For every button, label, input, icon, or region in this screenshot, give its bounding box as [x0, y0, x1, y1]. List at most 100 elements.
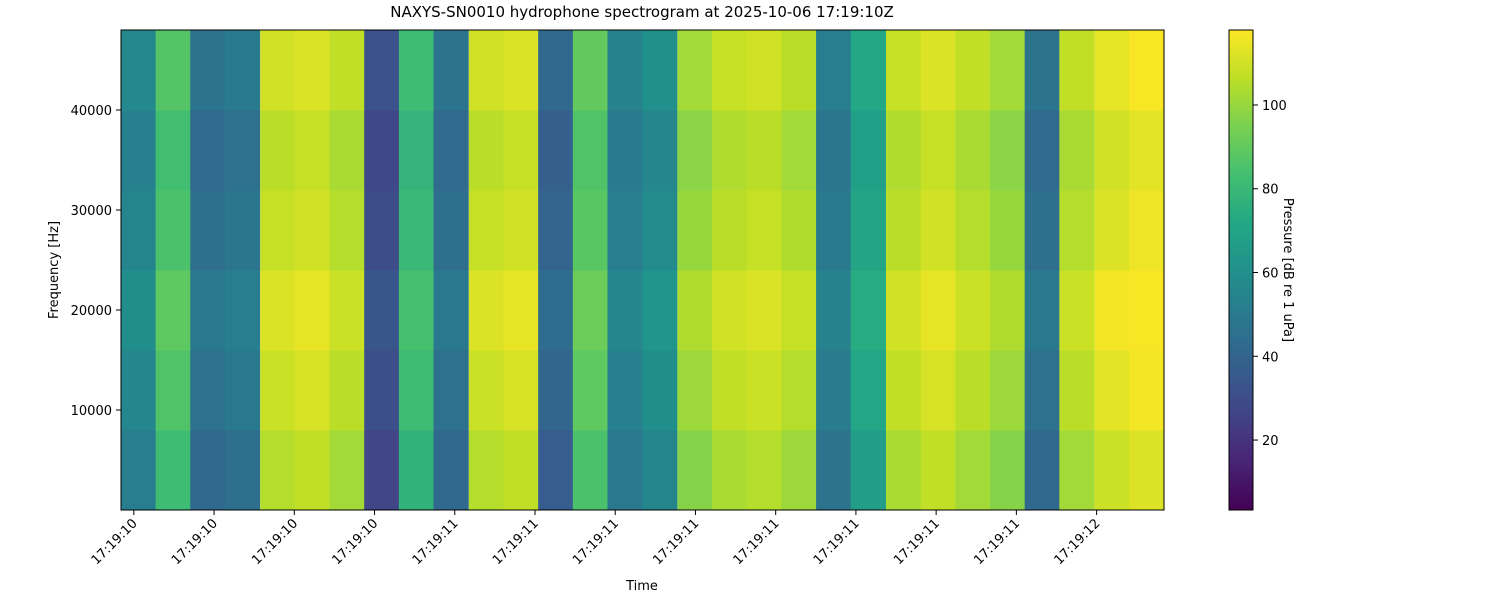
heatmap-cell	[990, 430, 1026, 511]
heatmap-cell	[260, 110, 296, 191]
x-tick-label: 17:19:11	[410, 516, 462, 568]
heatmap-cell	[364, 350, 400, 431]
heatmap-cell	[816, 430, 852, 511]
heatmap-cell	[607, 190, 643, 271]
heatmap-cell	[572, 430, 609, 511]
heatmap-cell	[224, 190, 261, 271]
y-axis-label: Frequency [Hz]	[47, 221, 62, 319]
y-tick-label: 40000	[71, 104, 112, 119]
heatmap-cell	[155, 270, 191, 351]
heatmap-cell	[572, 30, 609, 111]
heatmap-cell	[1094, 350, 1130, 431]
heatmap-cell	[260, 350, 296, 431]
heatmap-cell	[746, 350, 783, 431]
heatmap-cell	[677, 350, 713, 431]
heatmap-cell	[572, 270, 609, 351]
x-tick-label: 17:19:11	[971, 516, 1023, 568]
heatmap-cell	[642, 30, 678, 111]
colorbar-tick-label: 100	[1262, 99, 1287, 114]
heatmap-cell	[990, 110, 1026, 191]
heatmap-cell	[955, 350, 991, 431]
heatmap-cell	[398, 110, 435, 191]
heatmap-cell	[120, 110, 157, 191]
heatmap-cell	[1024, 270, 1060, 351]
heatmap-cell	[503, 30, 539, 111]
x-tick-label: 17:19:10	[329, 516, 381, 568]
heatmap-cell	[503, 430, 539, 511]
heatmap-cell	[468, 270, 505, 351]
x-tick-label: 17:19:12	[1052, 516, 1104, 568]
heatmap-cell	[677, 30, 713, 111]
x-tick-label: 17:19:11	[490, 516, 542, 568]
heatmap-cell	[433, 30, 469, 111]
heatmap-cell	[1094, 430, 1130, 511]
heatmap-cell	[224, 350, 261, 431]
heatmap-cell	[607, 110, 643, 191]
heatmap-cell	[329, 110, 365, 191]
heatmap-cell	[294, 430, 331, 511]
heatmap-cell	[920, 110, 956, 191]
heatmap-cell	[920, 430, 956, 511]
heatmap-cell	[572, 350, 609, 431]
heatmap-cell	[1024, 350, 1060, 431]
heatmap-cell	[1024, 110, 1060, 191]
heatmap-cell	[746, 190, 783, 271]
colorbar-tick-label: 60	[1262, 267, 1279, 282]
heatmap-cell	[1129, 110, 1165, 191]
heatmap-cell	[850, 430, 886, 511]
heatmap-cell	[920, 270, 956, 351]
x-tick-label: 17:19:11	[570, 516, 622, 568]
heatmap-cell	[781, 30, 817, 111]
heatmap-cell	[886, 30, 922, 111]
heatmap-cell	[712, 190, 748, 271]
heatmap-cell	[1129, 190, 1165, 271]
heatmap-cell	[190, 350, 226, 431]
heatmap-cell	[642, 110, 678, 191]
heatmap-cell	[781, 430, 817, 511]
heatmap-cell	[712, 430, 748, 511]
heatmap-cell	[190, 110, 226, 191]
heatmap-cell	[1094, 270, 1130, 351]
heatmap-cell	[364, 270, 400, 351]
heatmap-cell	[781, 350, 817, 431]
colorbar-tick-label: 20	[1262, 434, 1279, 449]
heatmap-cell	[920, 30, 956, 111]
heatmap-cell	[642, 270, 678, 351]
heatmap-cell	[990, 30, 1026, 111]
heatmap-cell	[781, 270, 817, 351]
colorbar	[1228, 29, 1254, 511]
heatmap-cell	[120, 190, 157, 271]
heatmap-cell	[329, 270, 365, 351]
heatmap-cell	[364, 430, 400, 511]
heatmap-cell	[155, 30, 191, 111]
heatmap-cell	[1059, 110, 1095, 191]
heatmap-cell	[468, 430, 505, 511]
heatmap-cell	[746, 30, 783, 111]
heatmap-cell	[433, 190, 469, 271]
heatmap-cell	[850, 350, 886, 431]
heatmap-cell	[850, 110, 886, 191]
heatmap-cell	[260, 30, 296, 111]
heatmap-cell	[850, 270, 886, 351]
heatmap-cell	[1024, 430, 1060, 511]
heatmap-cell	[1129, 350, 1165, 431]
heatmap-cell	[1059, 270, 1095, 351]
heatmap-cell	[955, 270, 991, 351]
heatmap-cell	[538, 430, 574, 511]
heatmap-cell	[329, 190, 365, 271]
heatmap-cell	[677, 430, 713, 511]
heatmap-cell	[155, 110, 191, 191]
x-tick-label: 17:19:11	[650, 516, 702, 568]
heatmap-cell	[850, 30, 886, 111]
heatmap-cell	[607, 30, 643, 111]
heatmap-cell	[781, 110, 817, 191]
heatmap-cell	[433, 270, 469, 351]
heatmap-cell	[1094, 190, 1130, 271]
heatmap-cell	[886, 110, 922, 191]
heatmap-cell	[398, 30, 435, 111]
heatmap-cell	[607, 430, 643, 511]
x-tick-label: 17:19:11	[731, 516, 783, 568]
heatmap-cell	[260, 270, 296, 351]
heatmap-cell	[503, 190, 539, 271]
heatmap-cell	[120, 30, 157, 111]
